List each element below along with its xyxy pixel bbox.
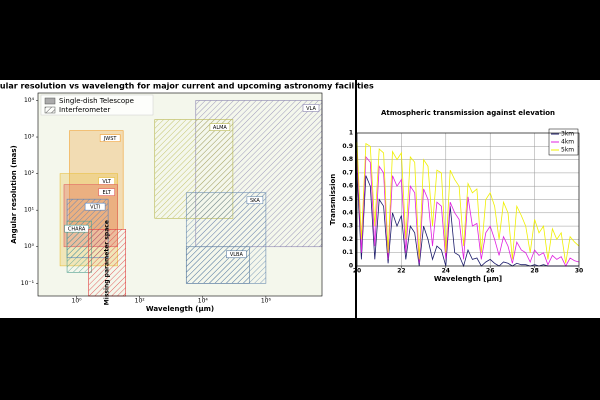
x-tick-label: 10⁰ bbox=[72, 298, 83, 305]
y-axis-label: Angular resolution (mas) bbox=[10, 145, 18, 244]
region-label-box bbox=[209, 123, 231, 131]
legend-label: Single-dish Telescope bbox=[59, 97, 134, 105]
region-label: ELT bbox=[102, 190, 111, 196]
y-tick-label: 10³ bbox=[24, 134, 35, 141]
x-tick-label: 26 bbox=[486, 268, 494, 275]
legend-label: 5km bbox=[561, 147, 574, 154]
region-label-box bbox=[246, 196, 264, 205]
region-label-box bbox=[99, 134, 121, 142]
legend-swatch bbox=[44, 97, 56, 105]
legend-label: 3km bbox=[561, 131, 574, 138]
region-label-box bbox=[64, 224, 89, 233]
x-axis-label: Wavelength [μm] bbox=[434, 275, 502, 283]
x-tick-label: 10⁴ bbox=[198, 298, 209, 305]
region-label: SKA bbox=[250, 198, 260, 204]
y-tick-label: 10⁰ bbox=[24, 243, 35, 250]
y-tick-label: 0.7 bbox=[342, 169, 353, 176]
y-tick-label: 10² bbox=[24, 170, 35, 177]
y-tick-label: 0.1 bbox=[342, 249, 353, 256]
region-label: JWST bbox=[103, 136, 118, 142]
facility-region bbox=[88, 228, 126, 297]
y-tick-label: 0.5 bbox=[342, 196, 353, 203]
x-tick-label: 10² bbox=[135, 298, 146, 305]
y-axis-label: Transmission bbox=[329, 174, 337, 226]
y-tick-label: 0.4 bbox=[342, 209, 353, 216]
x-tick-label: 28 bbox=[530, 268, 538, 275]
region-label: VLTI bbox=[90, 204, 100, 210]
y-tick-label: 0.6 bbox=[342, 183, 353, 190]
chart-title: Atmospheric transmission against elevati… bbox=[381, 109, 555, 117]
transmission-line bbox=[356, 172, 579, 268]
legend-swatch bbox=[44, 106, 56, 114]
plot-frame bbox=[37, 92, 323, 297]
transmission-line bbox=[356, 142, 580, 264]
region-label: ALMA bbox=[213, 125, 228, 131]
y-tick-label: 10¹ bbox=[24, 207, 35, 214]
y-tick-label: 0.8 bbox=[342, 156, 353, 163]
x-tick-label: 30 bbox=[575, 268, 583, 275]
x-tick-label: 10⁶ bbox=[261, 298, 272, 305]
x-tick-label: 24 bbox=[442, 268, 450, 275]
y-tick-label: 10⁻¹ bbox=[21, 280, 35, 287]
region-label: VLA bbox=[306, 106, 316, 112]
region-label-box bbox=[98, 188, 115, 196]
plot-frame bbox=[356, 132, 580, 267]
y-tick-label: 0 bbox=[349, 263, 353, 270]
region-label: VLT bbox=[102, 179, 112, 185]
x-tick-label: 22 bbox=[397, 268, 405, 275]
region-label-box bbox=[302, 104, 320, 112]
region-label: CHARA bbox=[68, 226, 86, 232]
region-label: VLBA bbox=[230, 252, 244, 258]
y-tick-label: 0.9 bbox=[342, 143, 353, 150]
y-tick-label: 0.3 bbox=[342, 223, 353, 230]
legend-label: Interferometer bbox=[59, 106, 110, 114]
y-tick-label: 0.2 bbox=[342, 236, 353, 243]
y-tick-label: 10⁴ bbox=[24, 97, 35, 104]
x-axis-label: Wavelength (μm) bbox=[146, 305, 214, 313]
transmission-line bbox=[356, 152, 580, 267]
region-label-box bbox=[226, 250, 247, 259]
legend-label: 4km bbox=[561, 139, 574, 146]
region-label: Missing parameter space bbox=[104, 220, 111, 305]
chart-title: Angular resolution vs wavelength for maj… bbox=[0, 82, 374, 91]
y-tick-label: 1 bbox=[349, 130, 353, 137]
region-label-box bbox=[84, 202, 106, 211]
legend-frame bbox=[40, 94, 154, 116]
x-tick-label: 20 bbox=[353, 268, 361, 275]
